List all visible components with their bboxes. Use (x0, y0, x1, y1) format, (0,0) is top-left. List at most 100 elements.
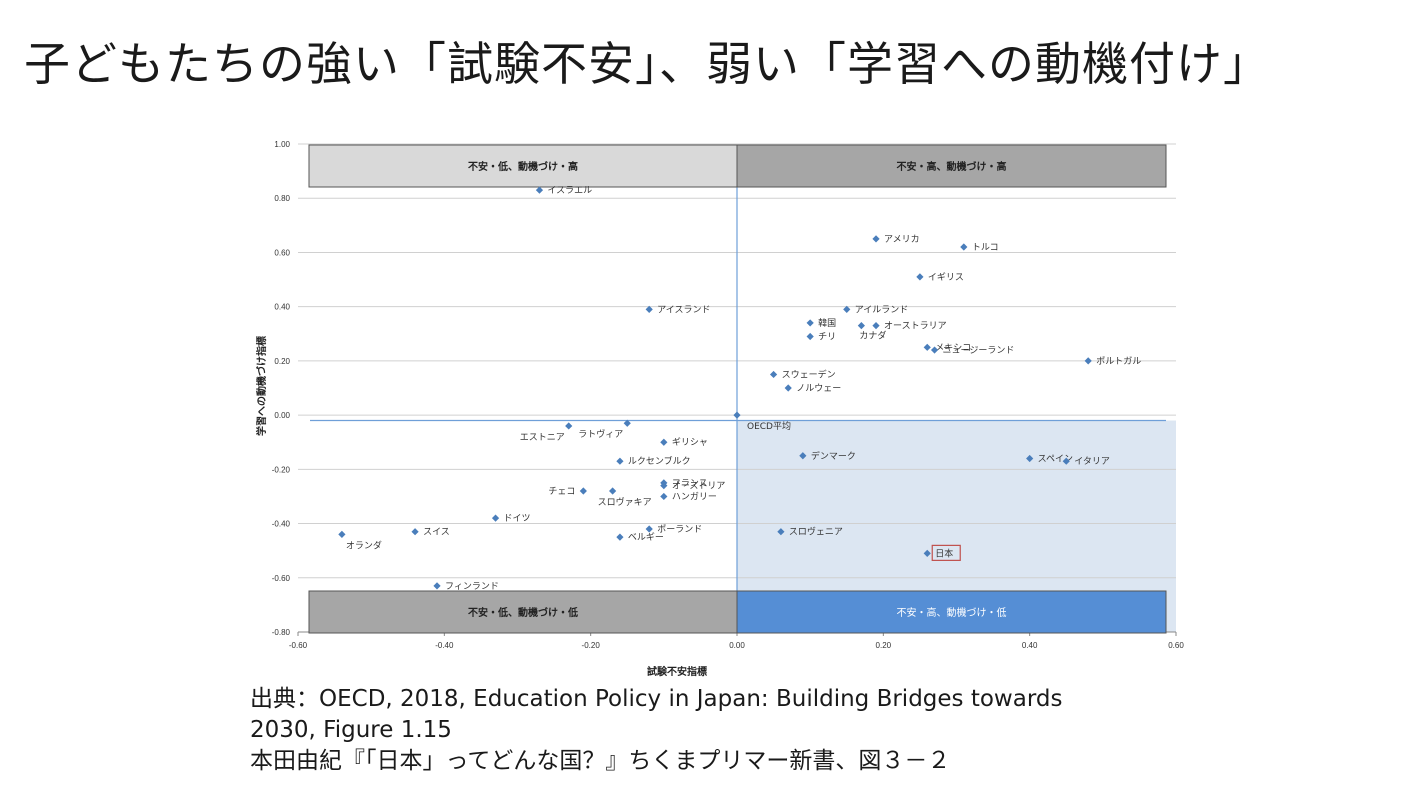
data-point (645, 525, 653, 533)
data-point (806, 332, 814, 341)
data-point (411, 528, 419, 536)
data-point (923, 549, 931, 557)
data-point (1084, 357, 1092, 365)
point-label: フランス (672, 478, 708, 489)
data-point (433, 582, 441, 590)
y-tick-label: 0.80 (274, 194, 290, 203)
data-point (1026, 454, 1034, 463)
data-point (338, 530, 346, 538)
point-label: ハンガリー (672, 491, 717, 502)
point-label: 日本 (935, 547, 953, 559)
point-label: イギリス (928, 272, 964, 283)
x-tick-label: -0.60 (289, 641, 308, 650)
y-tick-label: 0.20 (274, 357, 290, 366)
point-label: ベルギー (628, 532, 664, 543)
data-point (1062, 457, 1070, 465)
point-label: アイルランド (855, 304, 909, 315)
data-point (872, 322, 880, 330)
point-label: イスラエル (547, 185, 592, 196)
point-label: アイスランド (657, 304, 710, 315)
quadrant-box (736, 144, 1167, 188)
x-tick-label: 0.40 (1022, 641, 1038, 650)
point-label: ルクセンブルク (628, 455, 691, 467)
y-tick-label: -0.40 (272, 520, 291, 529)
data-point (565, 422, 573, 430)
y-tick-label: 1.00 (274, 140, 290, 149)
data-point (616, 533, 624, 541)
data-point (645, 305, 653, 313)
quadrant-label: 不安・高、動機づけ・低 (897, 606, 1007, 619)
quadrant-label: 不安・高、動機づけ・高 (897, 160, 1007, 173)
y-axis-title: 学習への動機づけ指標 (255, 336, 268, 436)
data-point (806, 319, 814, 327)
y-tick-label: -0.80 (272, 628, 291, 637)
source-line-1: 出典：OECD, 2018, Education Policy in Japan… (250, 686, 1063, 712)
point-label: スロヴェニア (789, 526, 843, 538)
x-tick-label: 0.20 (876, 641, 892, 650)
data-point (930, 346, 939, 354)
data-point (579, 487, 587, 495)
y-tick-label: 0.60 (274, 248, 290, 257)
point-label: ポーランド (657, 524, 702, 535)
y-tick-label: -0.60 (272, 574, 291, 583)
data-point (784, 384, 792, 392)
data-point (960, 243, 968, 251)
point-label: メキシコ (935, 343, 971, 353)
data-point (660, 438, 668, 446)
point-label: フィンランド (445, 581, 499, 592)
data-point (491, 514, 500, 522)
point-label: イタリア (1074, 456, 1110, 467)
quadrant-box (308, 144, 738, 188)
point-label: チリ (818, 331, 836, 342)
quadrant-box (308, 590, 738, 634)
point-label: ドイツ (504, 514, 531, 524)
point-label: OECD平均 (747, 420, 791, 432)
source-line-2: 2030, Figure 1.15 (250, 717, 452, 743)
x-axis-title: 試験不安指標 (647, 665, 707, 678)
point-label: デンマーク (811, 450, 856, 462)
data-point (923, 343, 931, 351)
point-label: ポルトガル (1096, 356, 1141, 367)
point-label: エストニア (520, 433, 565, 443)
x-tick-label: -0.40 (435, 641, 454, 650)
data-point (660, 482, 668, 490)
source-citation: 出典：OECD, 2018, Education Policy in Japan… (250, 684, 1250, 777)
point-label: アメリカ (884, 234, 920, 245)
data-point (799, 452, 807, 460)
data-point (660, 492, 668, 501)
quadrant-label: 不安・低、動機づけ・高 (468, 160, 578, 173)
data-point (916, 273, 924, 281)
x-tick-label: -0.20 (582, 641, 601, 650)
y-tick-label: 0.00 (274, 411, 290, 420)
x-tick-label: 0.60 (1168, 641, 1184, 650)
point-label: オーストリア (672, 481, 726, 492)
point-label: チェコ (548, 486, 575, 497)
data-point (616, 457, 624, 465)
point-label: スロヴァキア (598, 496, 652, 508)
data-point (843, 305, 851, 313)
quadrant-box (736, 590, 1167, 634)
point-label: トルコ (972, 243, 999, 253)
point-label: ニュージーランド (943, 345, 1015, 356)
data-point (857, 322, 865, 330)
quadrant-label: 不安・低、動機づけ・低 (468, 606, 578, 619)
point-label: スペイン (1038, 454, 1073, 464)
point-label: ギリシャ (672, 437, 708, 448)
point-label: オーストラリア (884, 321, 947, 332)
point-label: ラトヴィア (578, 428, 623, 440)
source-line-3: 本田由紀『「日本」ってどんな国？』ちくまプリマー新書、図３－２ (250, 748, 951, 774)
point-label: カナダ (859, 330, 886, 342)
y-tick-label: -0.20 (272, 465, 291, 474)
data-point (535, 186, 544, 194)
x-tick-label: 0.00 (729, 641, 745, 650)
point-label: スイス (423, 528, 450, 538)
data-point (609, 487, 617, 495)
highlight-box (931, 544, 961, 561)
data-point (733, 411, 741, 419)
data-point (872, 235, 880, 243)
data-point (769, 370, 778, 379)
point-label: スウェーデン (782, 368, 836, 380)
point-label: 韓国 (818, 318, 836, 329)
data-point (623, 419, 631, 427)
